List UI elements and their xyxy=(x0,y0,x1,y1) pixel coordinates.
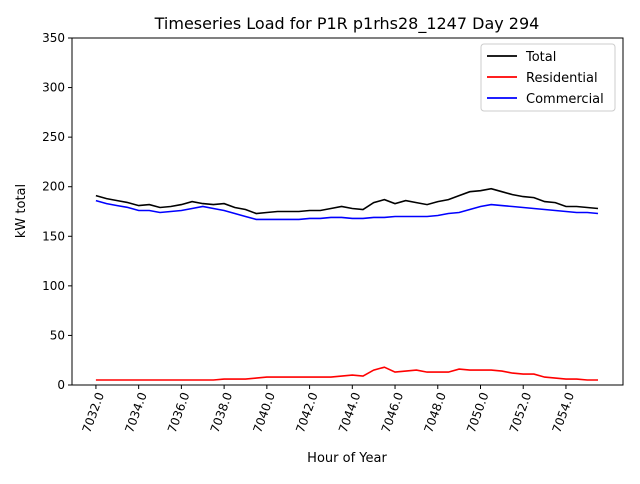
x-tick-label: 7044.0 xyxy=(336,390,364,434)
legend-label: Commercial xyxy=(526,92,604,107)
x-tick-label: 7036.0 xyxy=(165,390,193,434)
y-tick-label: 350 xyxy=(42,31,65,45)
legend: Total Residential Commercial xyxy=(480,43,616,112)
x-tick-label: 7048.0 xyxy=(421,390,449,434)
y-tick-label: 200 xyxy=(42,180,65,194)
x-tick-label: 7050.0 xyxy=(464,390,492,434)
series-line-commercial xyxy=(95,199,599,221)
x-tick-label: 7040.0 xyxy=(250,390,278,434)
plot-frame xyxy=(71,37,624,386)
x-axis-label: Hour of Year xyxy=(307,451,387,466)
y-tick-label: 250 xyxy=(42,130,65,144)
x-tick-label: 7054.0 xyxy=(550,390,578,434)
y-tick-label: 50 xyxy=(50,328,65,342)
series-line-total xyxy=(95,187,599,215)
legend-label: Residential xyxy=(526,71,598,86)
x-tick-label: 7042.0 xyxy=(293,390,321,434)
x-tick-label: 7038.0 xyxy=(208,390,236,434)
y-tick-label: 300 xyxy=(42,81,65,95)
legend-label: Total xyxy=(525,50,556,65)
x-tick-label: 7034.0 xyxy=(122,390,150,434)
y-axis-label: kW total xyxy=(14,184,29,238)
series-line-residential xyxy=(95,366,598,381)
x-tick-label: 7032.0 xyxy=(80,390,108,434)
y-tick-label: 100 xyxy=(42,279,65,293)
x-tick-label: 7052.0 xyxy=(507,390,535,434)
chart-title: Timeseries Load for P1R p1rhs28_1247 Day… xyxy=(154,14,540,34)
x-tick-label: 7046.0 xyxy=(379,390,407,434)
y-tick-label: 0 xyxy=(57,378,65,392)
y-tick-label: 150 xyxy=(42,229,65,243)
